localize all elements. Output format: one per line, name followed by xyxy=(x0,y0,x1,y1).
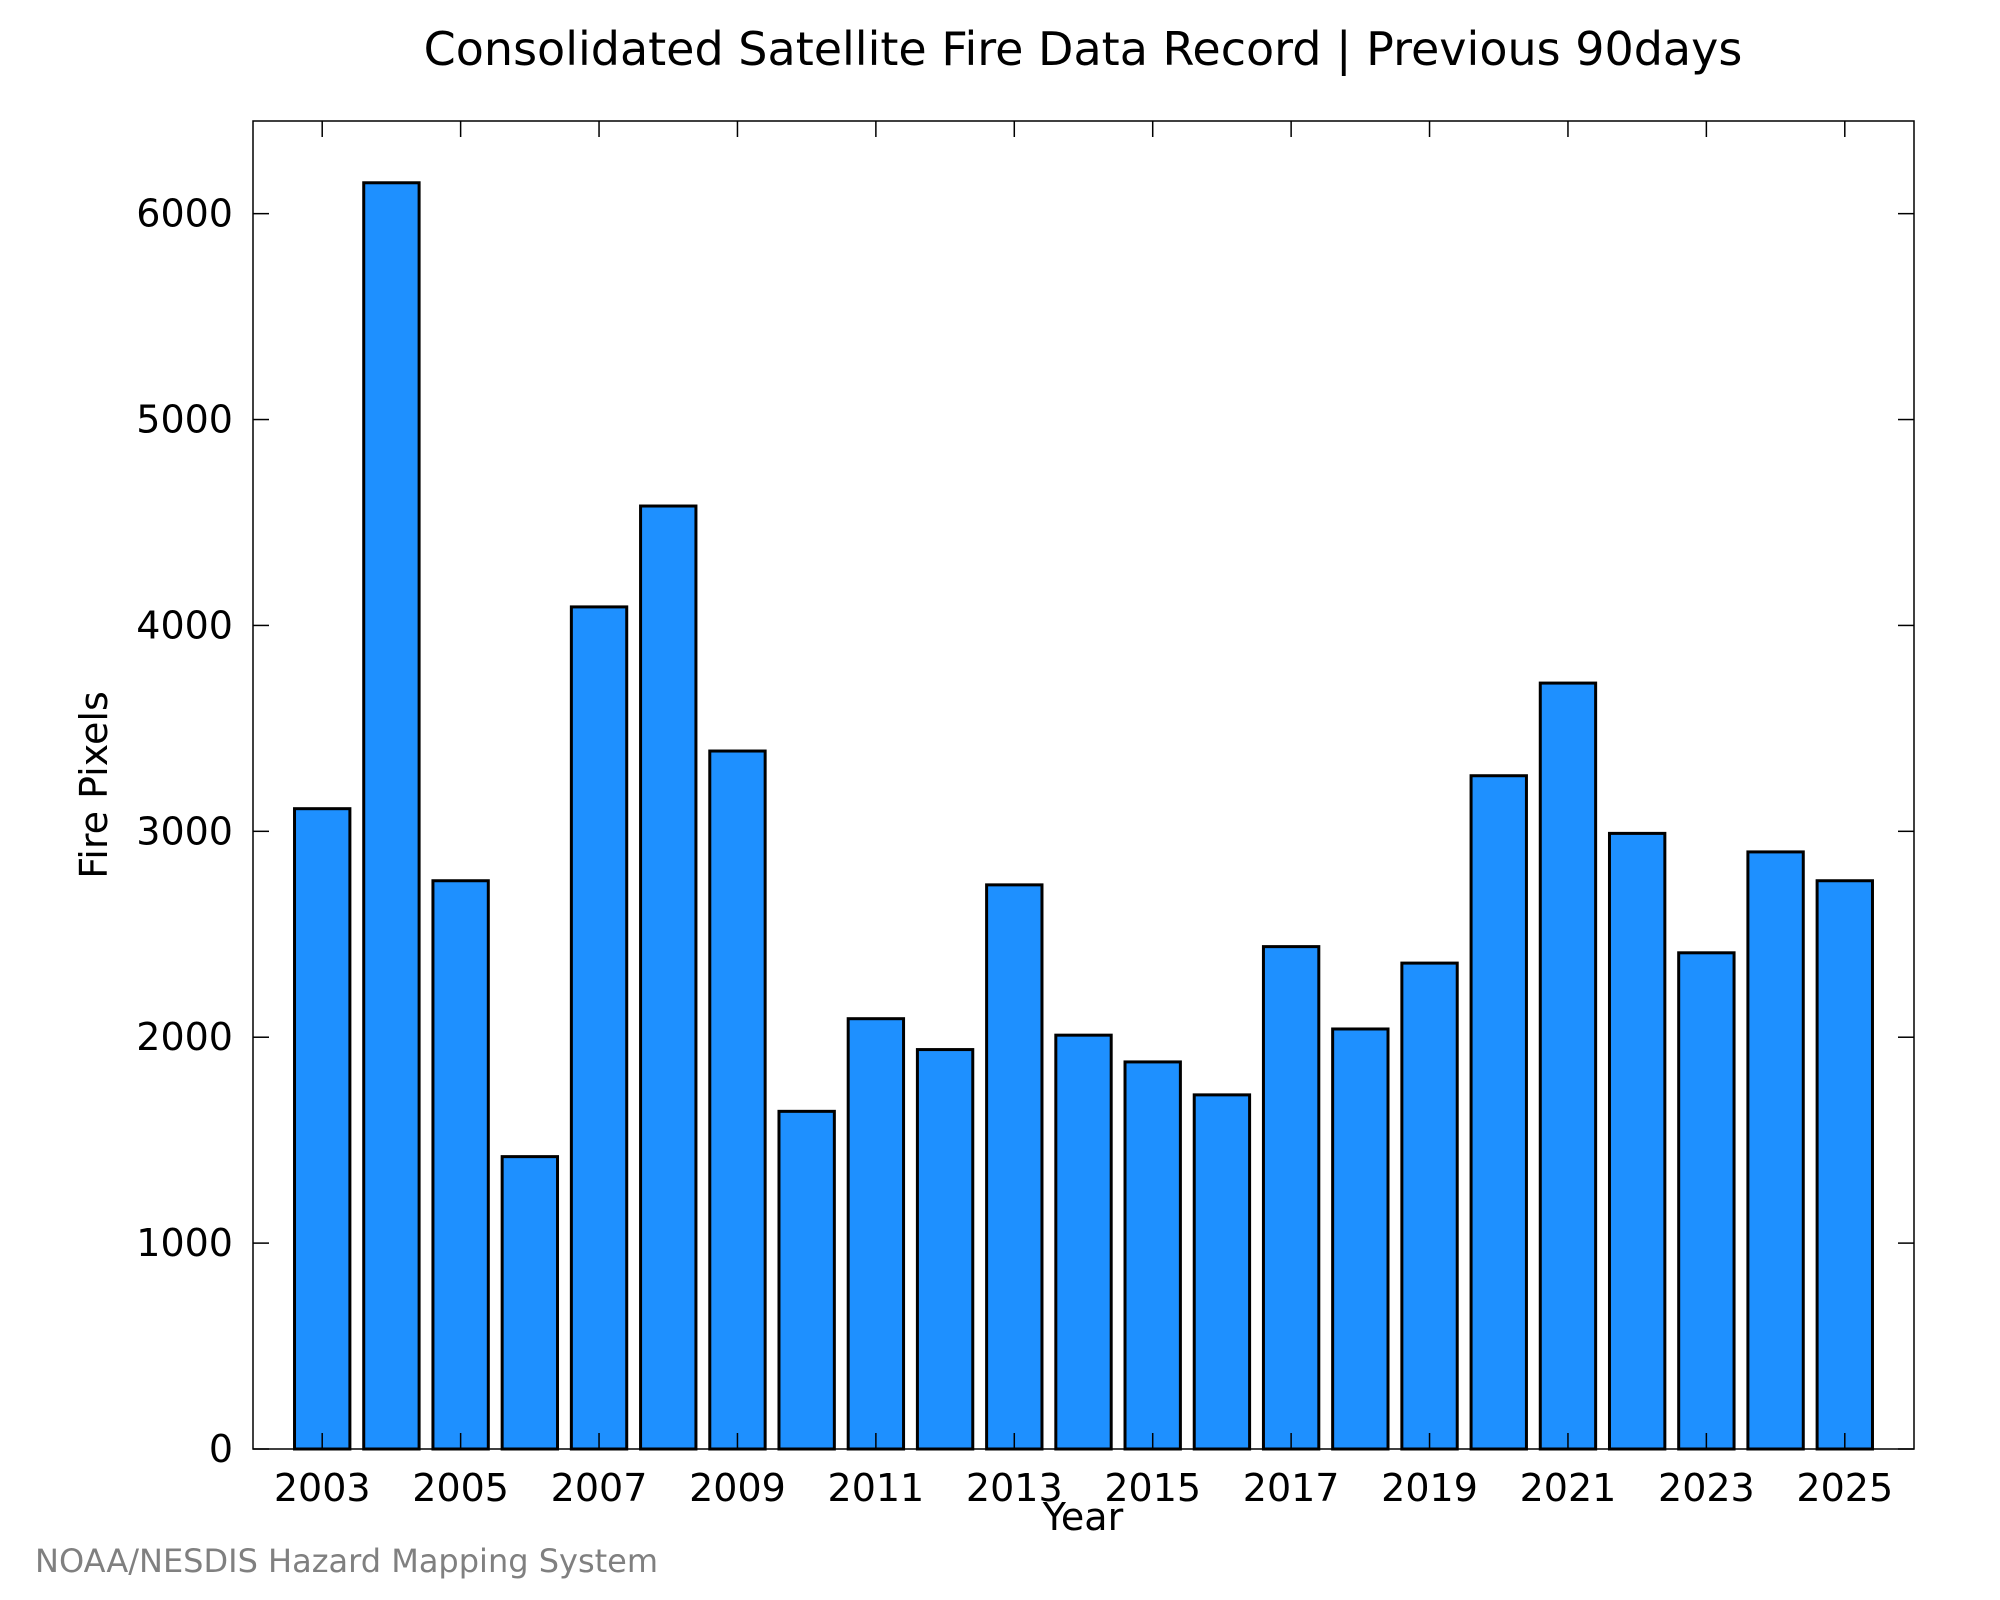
x-tick-label: 2025 xyxy=(1796,1466,1893,1510)
y-tick-label: 5000 xyxy=(136,398,233,442)
x-tick-label: 2017 xyxy=(1243,1466,1340,1510)
y-tick-label: 2000 xyxy=(136,1015,233,1059)
x-tick-label: 2007 xyxy=(551,1466,648,1510)
bar-2024 xyxy=(1746,850,1805,1451)
y-axis-label: Fire Pixels xyxy=(72,691,116,879)
bar-2003 xyxy=(293,807,352,1451)
plot-frame xyxy=(252,120,1915,1450)
bars-group xyxy=(293,181,1874,1451)
bar-2007 xyxy=(569,605,629,1451)
x-tick-label: 2013 xyxy=(966,1466,1063,1510)
y-tick-label: 4000 xyxy=(136,603,233,647)
bar-2014 xyxy=(1054,1033,1113,1451)
bar-2008 xyxy=(639,504,698,1451)
y-tick-label: 6000 xyxy=(136,192,233,236)
bar-2013 xyxy=(985,883,1044,1451)
bar-2005 xyxy=(431,879,490,1451)
bar-2009 xyxy=(708,749,767,1451)
bar-2006 xyxy=(500,1155,560,1451)
bar-2023 xyxy=(1677,951,1736,1451)
bar-2021 xyxy=(1538,681,1598,1451)
bar-2016 xyxy=(1192,1093,1252,1451)
y-tick-label: 1000 xyxy=(136,1221,233,1265)
x-tick-label: 2023 xyxy=(1658,1466,1755,1510)
bar-2012 xyxy=(915,1048,975,1451)
x-axis-label: Year xyxy=(1042,1495,1124,1539)
bar-2017 xyxy=(1261,945,1321,1451)
bar-2020 xyxy=(1469,774,1528,1451)
chart-title: Consolidated Satellite Fire Data Record … xyxy=(424,22,1743,77)
x-tick-label: 2009 xyxy=(689,1466,786,1510)
y-tick-label: 0 xyxy=(209,1427,233,1471)
bar-2010 xyxy=(777,1109,836,1451)
bar-2015 xyxy=(1123,1060,1182,1451)
bar-2025 xyxy=(1815,879,1874,1451)
x-tick-label: 2011 xyxy=(828,1466,925,1510)
plot-area: 2003 2005 2007 2009 2011 2013 2015 2017 2019 2021… xyxy=(136,120,1915,1510)
footer-source: NOAA/NESDIS Hazard Mapping System xyxy=(35,1542,658,1580)
bar-2019 xyxy=(1400,961,1459,1451)
y-tick-label: 3000 xyxy=(136,809,233,853)
bar-2011 xyxy=(846,1017,906,1451)
x-tick-label: 2003 xyxy=(274,1466,371,1510)
x-tick-label: 2015 xyxy=(1104,1466,1201,1510)
x-tick-label: 2021 xyxy=(1520,1466,1617,1510)
bar-2004 xyxy=(362,181,421,1451)
bar-2022 xyxy=(1607,831,1667,1451)
ticks-group: 2003 2005 2007 2009 2011 2013 2015 2017 2019 2021… xyxy=(136,121,1914,1510)
x-tick-label: 2019 xyxy=(1381,1466,1478,1510)
bar-2018 xyxy=(1331,1027,1390,1451)
x-tick-label: 2005 xyxy=(412,1466,509,1510)
